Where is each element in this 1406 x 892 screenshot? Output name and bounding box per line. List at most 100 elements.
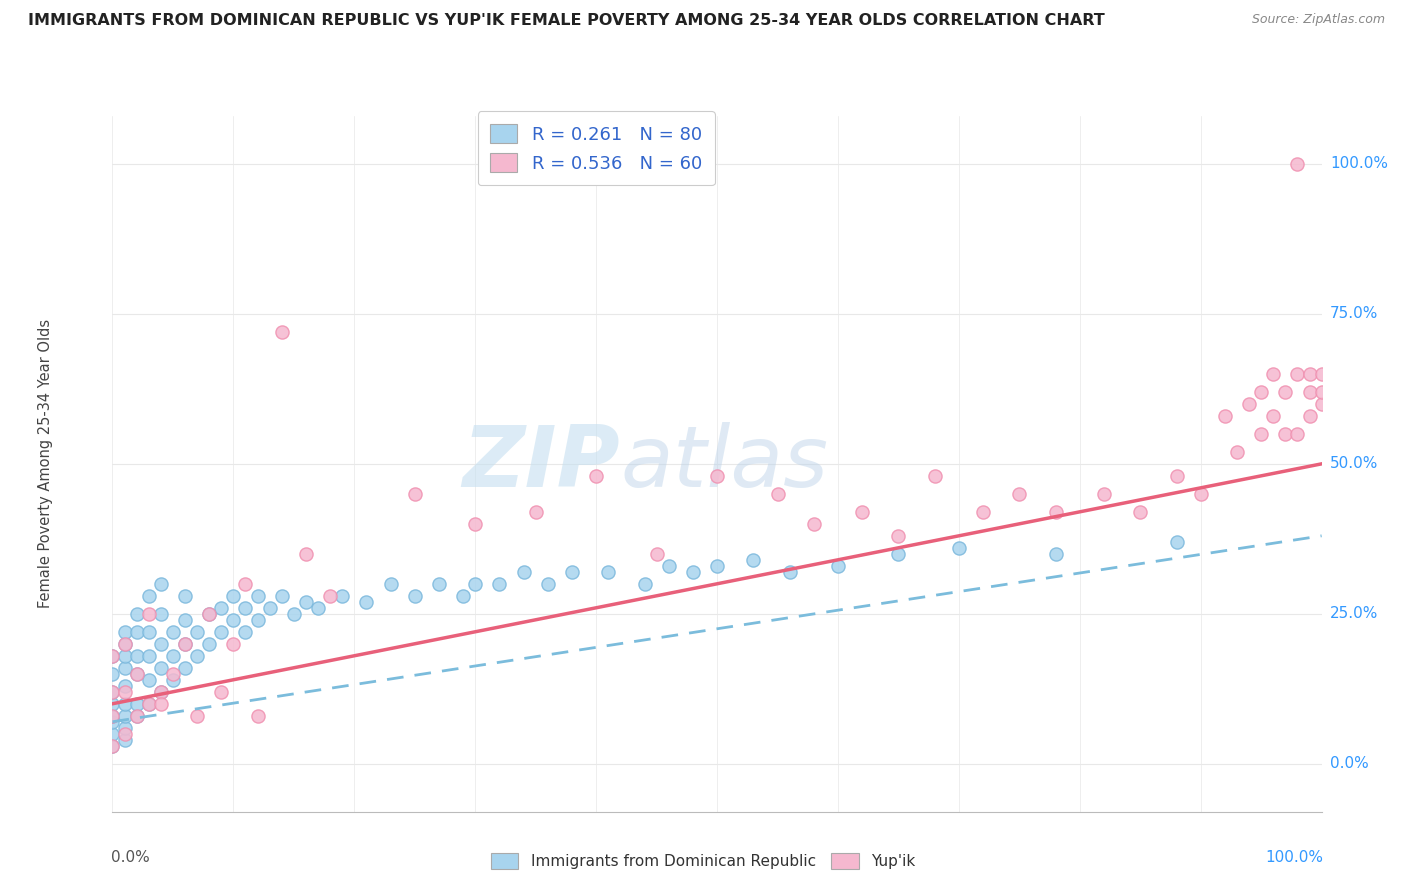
Point — [658, 558, 681, 573]
Point — [114, 721, 136, 735]
Point — [1310, 397, 1333, 411]
Point — [1226, 445, 1249, 459]
Point — [488, 576, 510, 591]
Point — [101, 685, 124, 699]
Point — [101, 648, 124, 663]
Point — [101, 648, 124, 663]
Point — [561, 565, 583, 579]
Text: ZIP: ZIP — [463, 422, 620, 506]
Point — [1286, 367, 1309, 381]
Point — [186, 648, 208, 663]
Legend: R = 0.261   N = 80, R = 0.536   N = 60: R = 0.261 N = 80, R = 0.536 N = 60 — [478, 112, 714, 186]
Text: Female Poverty Among 25-34 Year Olds: Female Poverty Among 25-34 Year Olds — [38, 319, 53, 608]
Point — [138, 648, 160, 663]
Point — [270, 325, 292, 339]
Point — [149, 685, 172, 699]
Point — [259, 600, 281, 615]
Text: atlas: atlas — [620, 422, 828, 506]
Point — [404, 589, 426, 603]
Point — [209, 685, 232, 699]
Point — [149, 576, 172, 591]
Point — [1189, 487, 1212, 501]
Point — [125, 697, 148, 711]
Point — [246, 708, 269, 723]
Point — [125, 666, 148, 681]
Point — [138, 607, 160, 621]
Point — [222, 637, 245, 651]
Point — [149, 685, 172, 699]
Point — [125, 708, 148, 723]
Point — [1237, 397, 1260, 411]
Point — [162, 648, 184, 663]
Point — [451, 589, 474, 603]
Point — [138, 589, 160, 603]
Point — [319, 589, 342, 603]
Point — [125, 666, 148, 681]
Point — [186, 708, 208, 723]
Point — [114, 648, 136, 663]
Point — [948, 541, 970, 555]
Point — [186, 624, 208, 639]
Point — [235, 576, 257, 591]
Point — [706, 558, 728, 573]
Point — [682, 565, 704, 579]
Point — [101, 708, 124, 723]
Point — [101, 697, 124, 711]
Point — [101, 708, 124, 723]
Point — [464, 516, 486, 531]
Point — [1286, 157, 1309, 171]
Point — [174, 637, 197, 651]
Point — [114, 679, 136, 693]
Point — [114, 661, 136, 675]
Point — [101, 685, 124, 699]
Point — [512, 565, 534, 579]
Point — [174, 589, 197, 603]
Point — [114, 624, 136, 639]
Point — [1286, 426, 1309, 441]
Point — [380, 576, 402, 591]
Point — [270, 589, 292, 603]
Point — [537, 576, 560, 591]
Point — [162, 666, 184, 681]
Point — [1045, 505, 1067, 519]
Point — [114, 732, 136, 747]
Point — [125, 648, 148, 663]
Point — [101, 727, 124, 741]
Point — [125, 607, 148, 621]
Point — [149, 697, 172, 711]
Point — [101, 714, 124, 729]
Point — [138, 697, 160, 711]
Point — [235, 624, 257, 639]
Point — [114, 708, 136, 723]
Point — [645, 547, 668, 561]
Point — [1310, 367, 1333, 381]
Point — [295, 595, 318, 609]
Point — [114, 727, 136, 741]
Point — [972, 505, 994, 519]
Point — [209, 624, 232, 639]
Text: 50.0%: 50.0% — [1330, 457, 1378, 471]
Point — [162, 673, 184, 687]
Point — [633, 576, 655, 591]
Text: 0.0%: 0.0% — [1330, 756, 1368, 772]
Point — [924, 468, 946, 483]
Point — [295, 547, 318, 561]
Point — [246, 589, 269, 603]
Point — [742, 553, 765, 567]
Point — [149, 607, 172, 621]
Point — [138, 673, 160, 687]
Point — [246, 613, 269, 627]
Point — [1263, 409, 1285, 423]
Point — [138, 697, 160, 711]
Point — [222, 613, 245, 627]
Point — [149, 661, 172, 675]
Text: 0.0%: 0.0% — [111, 850, 150, 865]
Point — [1263, 367, 1285, 381]
Point — [779, 565, 801, 579]
Point — [1310, 384, 1333, 399]
Point — [1129, 505, 1152, 519]
Point — [427, 576, 450, 591]
Point — [283, 607, 305, 621]
Point — [174, 637, 197, 651]
Point — [706, 468, 728, 483]
